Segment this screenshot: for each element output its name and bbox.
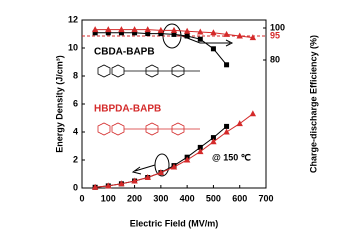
marker — [236, 32, 243, 39]
marker — [224, 62, 230, 68]
marker — [158, 31, 164, 37]
marker — [105, 182, 112, 189]
x-tick-label: 700 — [258, 193, 273, 203]
marker — [144, 174, 151, 180]
marker — [145, 31, 151, 37]
marker — [92, 30, 98, 36]
marker — [210, 29, 217, 36]
x-tick-label: 300 — [153, 193, 168, 203]
marker — [105, 26, 112, 33]
marker — [157, 26, 165, 33]
marker — [131, 26, 138, 33]
marker — [183, 27, 191, 34]
structure — [97, 122, 200, 136]
x-tick-label: 600 — [232, 193, 247, 203]
reference-label: 95 — [270, 30, 280, 40]
marker — [249, 110, 257, 117]
marker — [197, 36, 203, 42]
arrow — [131, 164, 156, 175]
marker — [105, 30, 111, 36]
x-tick-label: 0 — [79, 193, 84, 203]
marker — [210, 138, 217, 145]
y-tick-label: 4 — [73, 126, 78, 136]
y-tick-label: 0 — [73, 182, 78, 192]
annotation: HBPDA-BAPB — [94, 104, 161, 115]
y-tick-label: 12 — [68, 14, 78, 24]
marker — [91, 26, 99, 33]
y-tick-label: 2 — [73, 154, 78, 164]
annotation: @ 150 ℃ — [212, 152, 251, 162]
marker — [183, 156, 191, 163]
y-axis-label: Energy Density (J/cm³) — [54, 55, 64, 153]
marker — [157, 169, 165, 176]
marker — [91, 183, 99, 190]
marker — [132, 30, 138, 36]
marker — [118, 30, 124, 36]
x-tick-label: 500 — [206, 193, 221, 203]
y-tick-label: 8 — [73, 70, 78, 80]
y2-tick-label: 100 — [270, 22, 285, 32]
x-tick-label: 400 — [180, 193, 195, 203]
marker — [224, 123, 230, 129]
annotation: CBDA-BAPB — [94, 47, 155, 58]
marker — [118, 180, 125, 187]
marker — [170, 163, 178, 170]
marker — [144, 26, 151, 33]
x-tick-label: 200 — [127, 193, 142, 203]
marker — [197, 148, 204, 155]
marker — [197, 28, 204, 35]
y-tick-label: 10 — [68, 42, 78, 52]
marker — [236, 120, 243, 127]
marker — [223, 30, 230, 37]
marker — [131, 177, 138, 184]
marker — [118, 26, 125, 33]
marker — [184, 33, 190, 39]
marker — [170, 26, 178, 33]
series-line — [95, 126, 227, 188]
marker — [171, 31, 177, 37]
y-tick-label: 6 — [73, 98, 78, 108]
y2-tick-label: 80 — [270, 54, 280, 64]
x-axis-label: Electric Field (MV/m) — [130, 218, 219, 228]
marker — [223, 128, 230, 135]
marker — [249, 34, 257, 41]
x-tick-label: 100 — [101, 193, 116, 203]
marker — [210, 135, 216, 141]
marker — [210, 46, 216, 52]
marker — [197, 144, 203, 150]
y2-axis-label: Charge-discharge Efficiency (%) — [308, 35, 318, 173]
structure — [97, 64, 200, 78]
